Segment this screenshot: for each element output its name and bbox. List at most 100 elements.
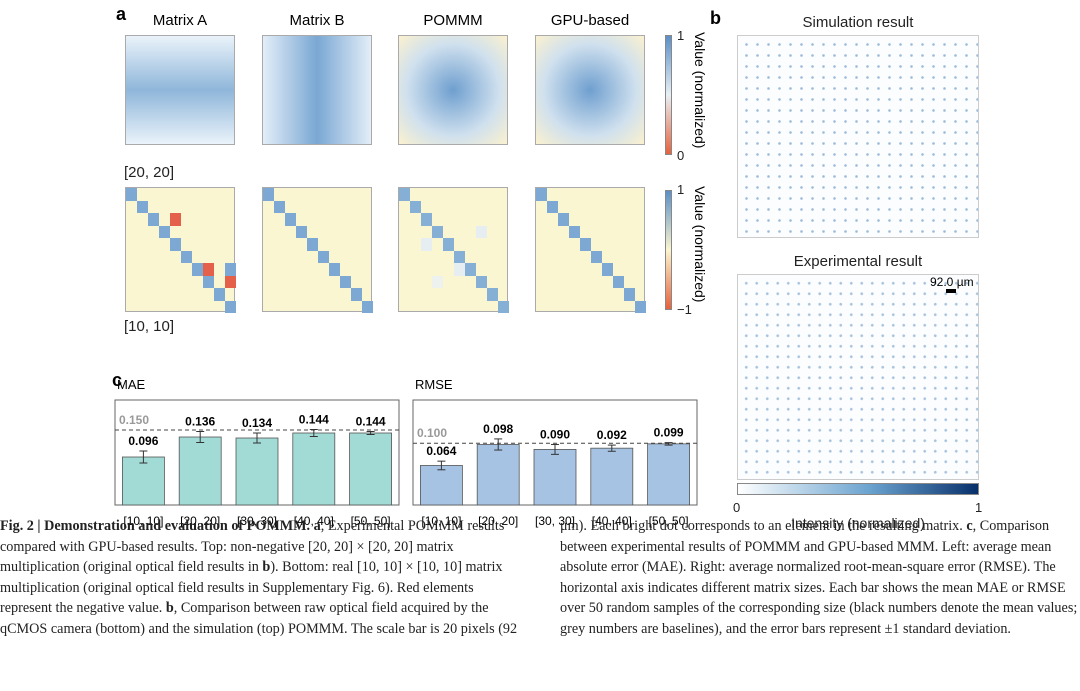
heatmap-cell <box>624 288 635 301</box>
heatmap-cell <box>421 213 432 226</box>
column-title: GPU-based <box>550 12 630 29</box>
heatmap-cell <box>536 188 547 201</box>
heatmap <box>535 187 646 313</box>
x-tick-label: [10, 10] <box>421 514 461 528</box>
heatmap-cell <box>362 300 373 313</box>
heatmap-cell <box>569 225 580 238</box>
heatmap-cell <box>181 250 192 263</box>
heatmap-cell <box>126 188 137 201</box>
scale-bar <box>946 289 956 293</box>
optical-image <box>737 274 979 480</box>
chart-title: MAE <box>117 377 146 392</box>
heatmap-cell <box>203 275 214 288</box>
caption-text: b <box>165 600 174 617</box>
bar <box>178 436 222 506</box>
optical-image <box>737 35 979 238</box>
caption-text: , Comparison between raw optical field a… <box>0 518 967 637</box>
heatmap-cell <box>285 213 296 226</box>
x-tick-label: [20, 20] <box>478 514 518 528</box>
panel-label: b <box>710 8 721 28</box>
value-label: 0.098 <box>483 422 513 436</box>
colorbar <box>737 483 979 495</box>
heatmap-cell <box>421 238 432 251</box>
colorbar-title: Value (normalized) <box>692 186 708 303</box>
x-tick-label: [30, 30] <box>535 514 575 528</box>
value-label: 0.099 <box>654 426 684 440</box>
heatmap-cell <box>225 275 236 288</box>
heatmap-cell <box>274 200 285 213</box>
heatmap-cell <box>558 213 569 226</box>
heatmap-cell <box>296 225 307 238</box>
heatmap <box>125 187 236 313</box>
panel-label: a <box>116 4 127 24</box>
colorbar-title: Value (normalized) <box>692 32 708 149</box>
heatmap-cell <box>192 263 203 276</box>
bar <box>647 443 690 506</box>
size-label: [20, 20] <box>124 164 175 181</box>
heatmap-cell <box>432 275 443 288</box>
heatmap <box>125 35 235 145</box>
heatmap-cell <box>159 225 170 238</box>
x-tick-label: [50, 50] <box>649 514 689 528</box>
column-title: POMMM <box>423 12 483 29</box>
heatmap-cell <box>547 200 558 213</box>
colorbar-label: 0 <box>677 148 685 163</box>
heatmap-cell <box>410 200 421 213</box>
heatmap-cell <box>580 238 591 251</box>
heatmap-cell <box>351 288 362 301</box>
x-tick-label: [40, 40] <box>592 514 632 528</box>
heatmap-cell <box>225 300 236 313</box>
colorbar-label: 1 <box>975 500 983 515</box>
heatmap-cell <box>454 250 465 263</box>
scale-bar-label: 92.0 µm <box>930 275 974 289</box>
caption: Fig. 2 | Demonstration and evaluation of… <box>0 516 1080 691</box>
colorbar-label: −1 <box>677 302 692 317</box>
bar <box>122 456 165 506</box>
heatmap-cell <box>307 238 318 251</box>
bar <box>349 432 393 506</box>
column-title: Matrix A <box>152 12 208 29</box>
panel-label: c <box>112 370 123 390</box>
heatmap-cell <box>476 225 487 238</box>
value-label: 0.092 <box>597 428 627 442</box>
bar <box>533 449 577 506</box>
colorbar-label: 0 <box>733 500 741 515</box>
x-tick-label: [10, 10] <box>123 514 163 528</box>
value-label: 0.096 <box>128 434 158 448</box>
colorbar-label: 1 <box>677 28 685 43</box>
heatmap <box>398 187 509 313</box>
heatmap-cell <box>399 188 410 201</box>
heatmap-cell <box>443 238 454 251</box>
heatmap-cell <box>214 288 225 301</box>
colorbar <box>665 190 672 310</box>
caption-text: b <box>262 559 271 576</box>
baseline-label: 0.150 <box>119 413 149 427</box>
caption-text: , Comparison between experimental result… <box>560 518 1078 637</box>
heatmap-cell <box>203 263 214 276</box>
baseline-label: 0.100 <box>417 426 447 440</box>
colorbar-title: Intensity (normalized) <box>791 515 925 531</box>
chart-title: RMSE <box>415 377 453 392</box>
value-label: 0.144 <box>356 415 386 429</box>
x-tick-label: [20, 20] <box>180 514 220 528</box>
heatmap-cell <box>498 300 509 313</box>
heatmap-cell <box>170 238 181 251</box>
heatmap <box>535 35 645 145</box>
x-tick-label: [40, 40] <box>294 514 334 528</box>
heatmap-cell <box>465 263 476 276</box>
bar <box>292 432 336 506</box>
image-title: Experimental result <box>793 253 923 270</box>
heatmap-cell <box>602 263 613 276</box>
heatmap-cell <box>148 213 159 226</box>
value-label: 0.090 <box>540 427 570 441</box>
bar <box>419 465 463 506</box>
bar <box>476 444 520 506</box>
heatmap <box>262 35 372 145</box>
heatmap-cell <box>318 250 329 263</box>
heatmap-cell <box>137 200 148 213</box>
heatmap-cell <box>170 213 181 226</box>
value-label: 0.144 <box>299 413 329 427</box>
value-label: 0.136 <box>185 415 215 429</box>
heatmap-cell <box>476 275 487 288</box>
colorbar-label: 1 <box>677 182 685 197</box>
